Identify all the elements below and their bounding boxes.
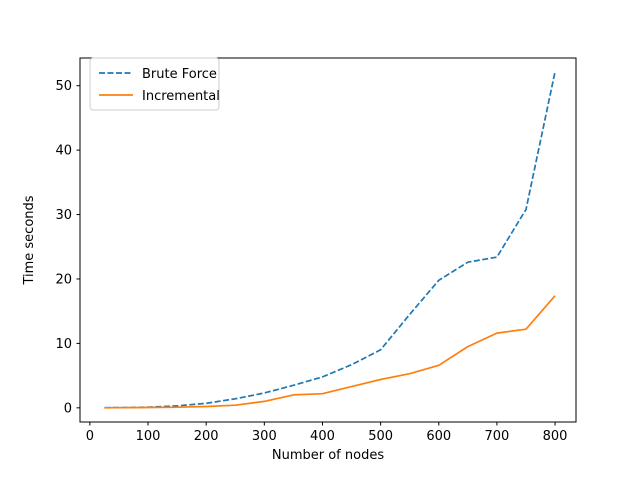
x-tick-label: 600	[426, 429, 451, 444]
legend-box	[89, 57, 220, 111]
y-axis-label: Time seconds	[22, 195, 37, 285]
y-tick-label: 50	[55, 79, 72, 94]
x-axis-label: Number of nodes	[272, 448, 384, 463]
x-tick-label: 0	[86, 429, 94, 444]
axes-layer: 0 100 200 300 400 500 600 700 800 0 10 20 30 40 50	[55, 57, 577, 444]
x-tick-label: 700	[485, 429, 510, 444]
y-tick-label: 20	[55, 272, 72, 287]
y-tick-label: 40	[55, 144, 72, 159]
x-tick-label: 400	[310, 429, 335, 444]
x-tick-label: 300	[252, 429, 277, 444]
x-tick-label: 100	[136, 429, 161, 444]
y-tick-label: 0	[64, 401, 72, 416]
x-tick-label: 500	[368, 429, 393, 444]
series-line-incremental	[104, 295, 556, 409]
legend: Brute Force Incremental	[89, 57, 220, 111]
y-tick-label: 10	[55, 337, 72, 352]
x-tick-label: 200	[194, 429, 219, 444]
plot-border	[79, 57, 577, 423]
legend-label-incremental: Incremental	[142, 89, 220, 104]
x-tick-label: 800	[543, 429, 568, 444]
series-line-brute-force	[104, 71, 556, 409]
legend-label-brute-force: Brute Force	[142, 67, 217, 82]
y-tick-label: 30	[55, 208, 72, 223]
